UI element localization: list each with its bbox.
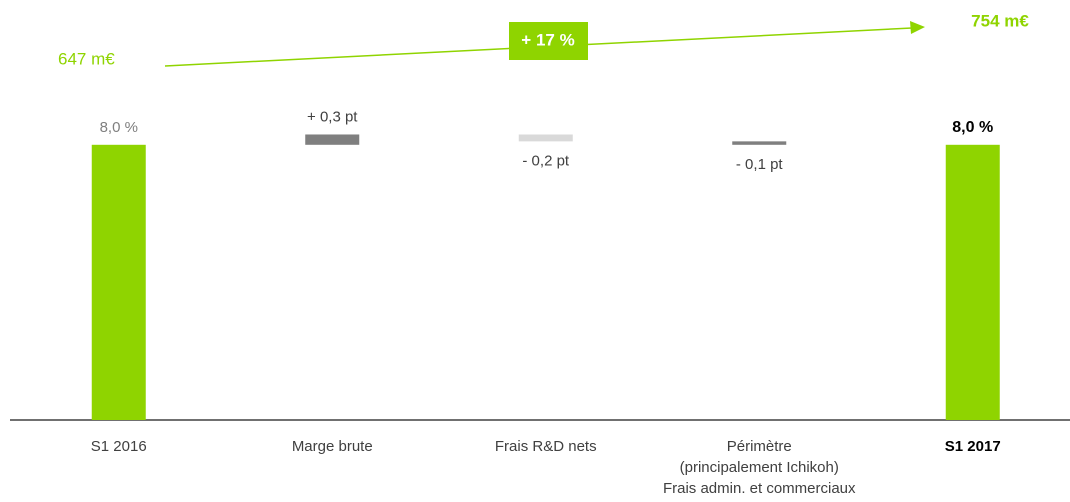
- x-tick-label: Frais R&D nets: [495, 438, 597, 455]
- growth-box: [509, 22, 588, 60]
- bar: [945, 144, 1000, 421]
- bar: [518, 134, 573, 142]
- growth-label: + 17 %: [521, 30, 574, 49]
- value-label: - 0,2 pt: [522, 152, 570, 169]
- bar: [305, 134, 360, 145]
- bar: [732, 141, 787, 145]
- bar: [91, 144, 146, 421]
- x-tick-label: Frais admin. et commerciaux: [663, 480, 856, 497]
- value-label: - 0,1 pt: [736, 156, 784, 173]
- x-tick-label: Périmètre: [727, 438, 792, 455]
- x-tick-label: Marge brute: [292, 438, 373, 455]
- value-label: + 0,3 pt: [307, 108, 358, 125]
- value-label: 8,0 %: [100, 119, 138, 136]
- x-tick-label: S1 2017: [945, 438, 1001, 455]
- value-label: 8,0 %: [952, 119, 993, 136]
- arrow-head: [910, 21, 925, 34]
- x-tick-label: S1 2016: [91, 438, 147, 455]
- x-tick-label: (principalement Ichikoh): [680, 459, 839, 476]
- end-annotation: 754 m€: [971, 11, 1029, 30]
- start-annotation: 647 m€: [58, 49, 115, 68]
